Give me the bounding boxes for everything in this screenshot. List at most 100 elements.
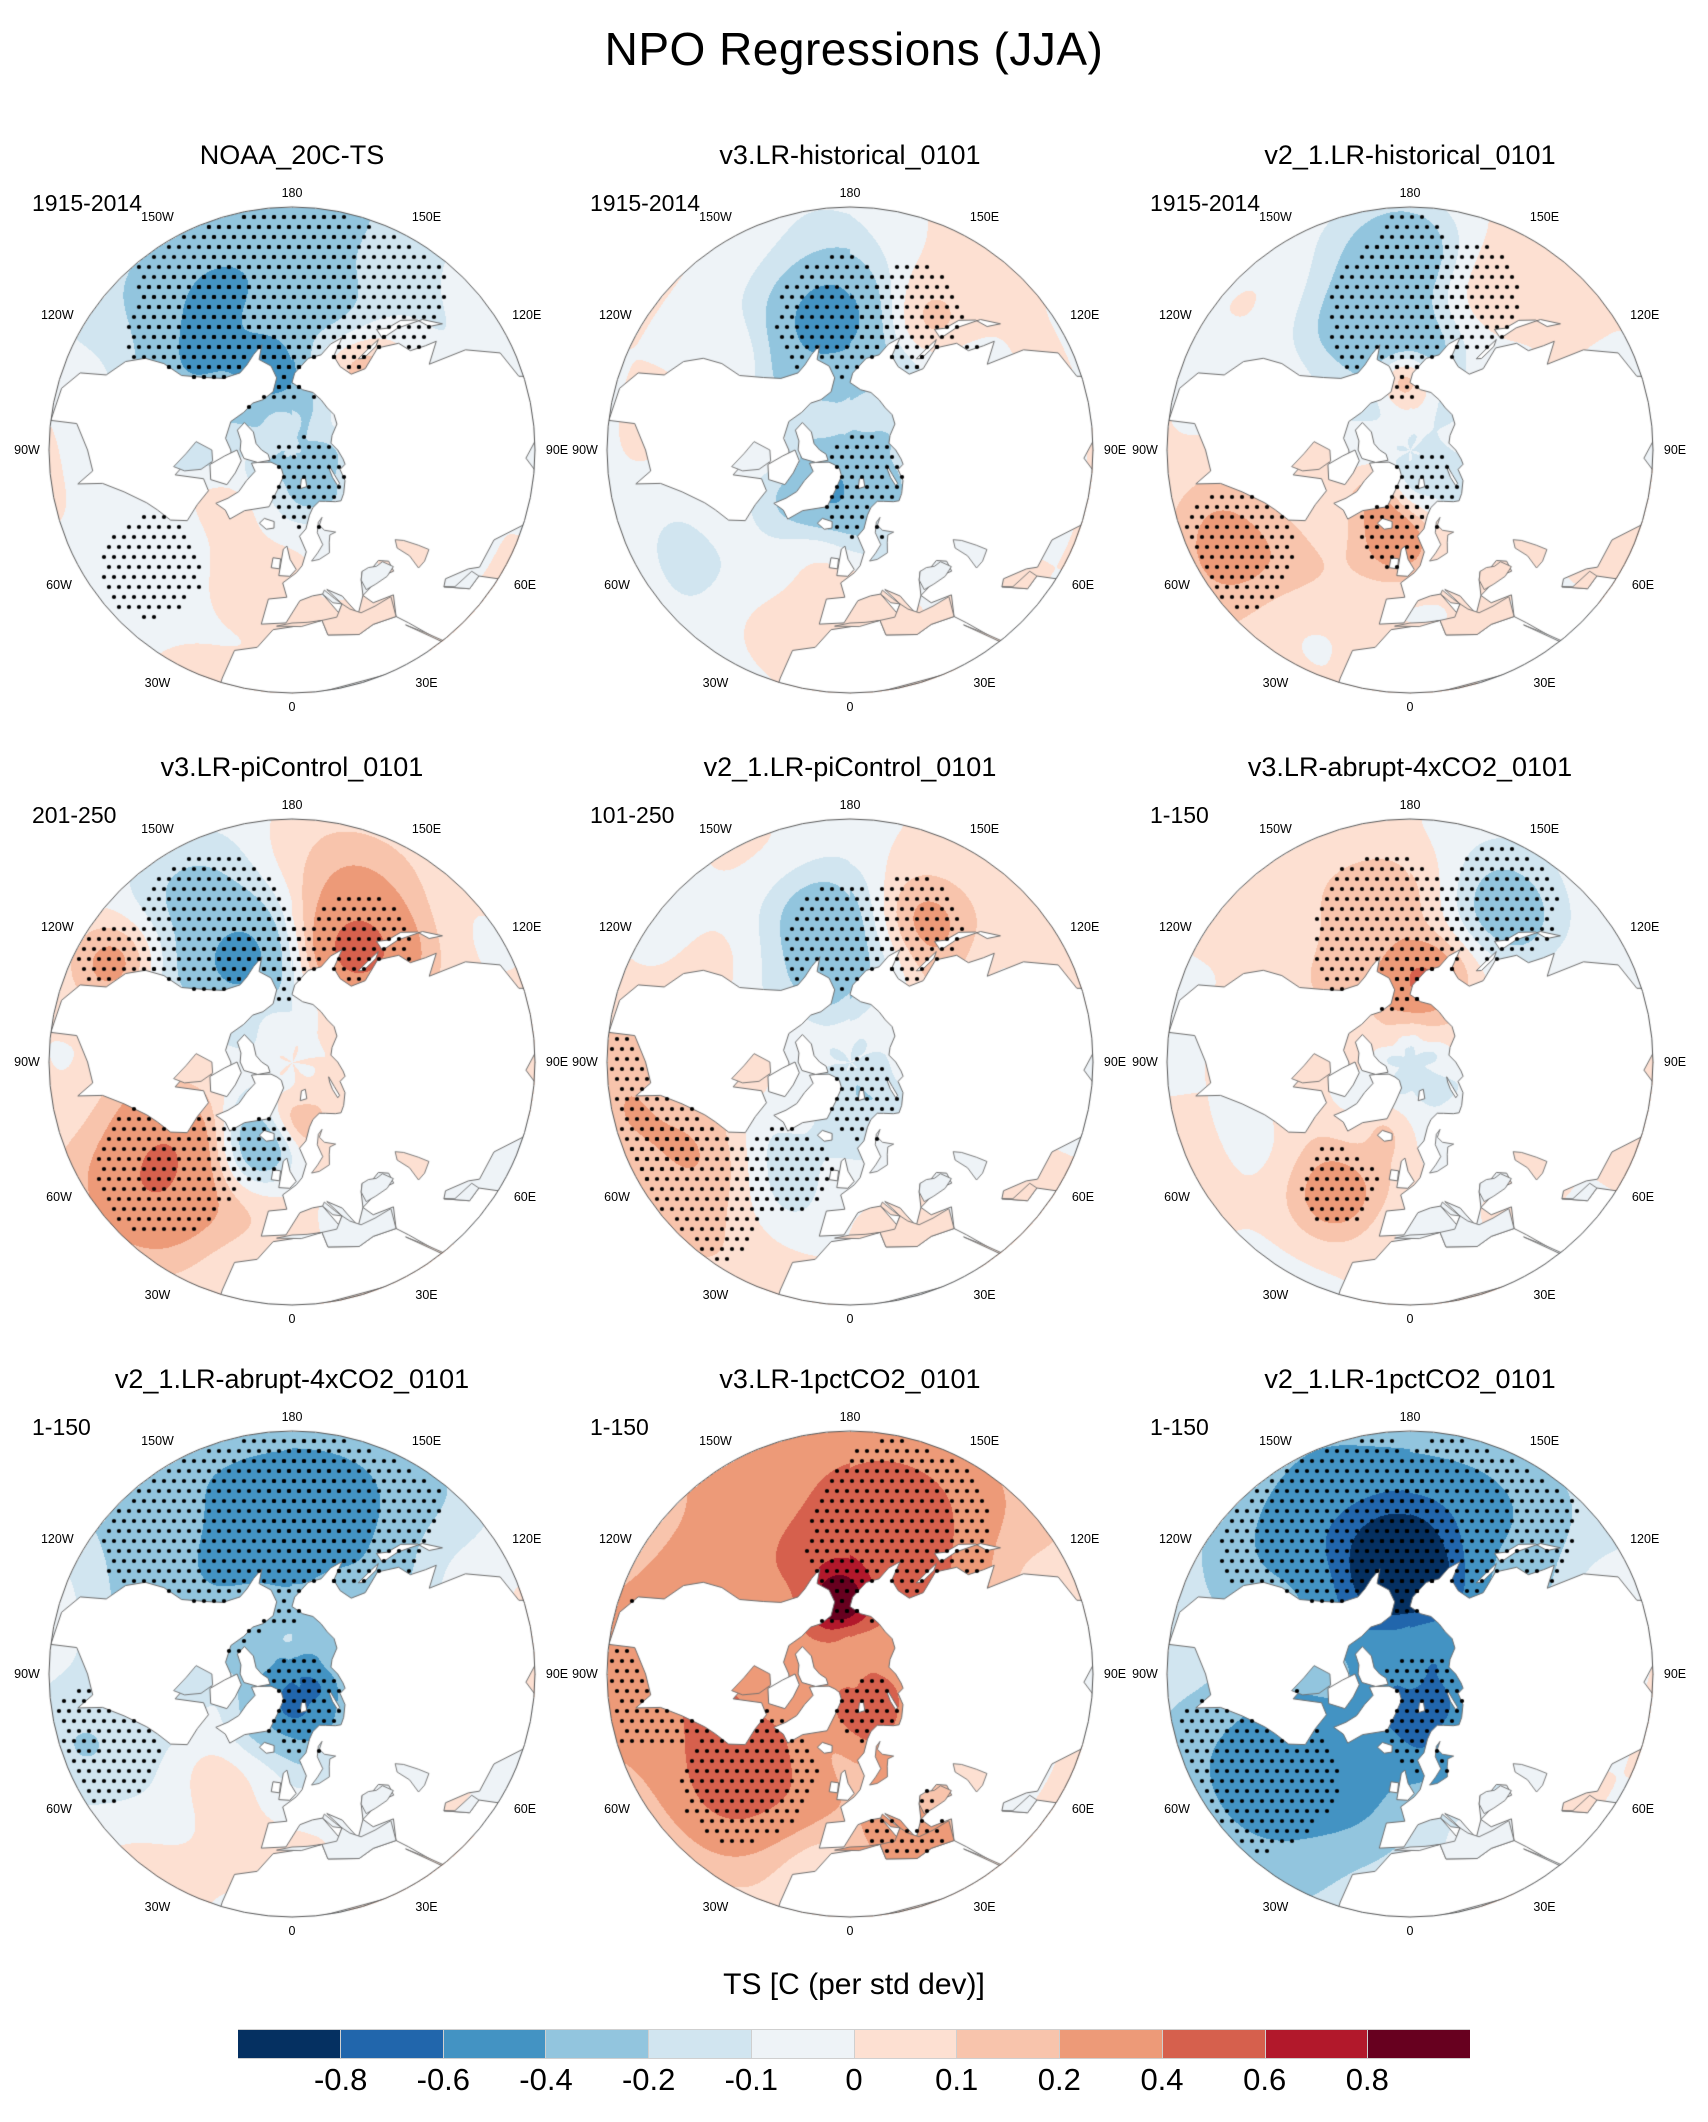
longitude-label: 90W bbox=[572, 1667, 598, 1681]
longitude-label: 120W bbox=[1158, 919, 1192, 934]
longitude-label: 30E bbox=[1533, 1899, 1556, 1914]
longitude-label: 150E bbox=[1529, 822, 1560, 837]
longitude-label: 60W bbox=[46, 1801, 72, 1816]
longitude-label: 150W bbox=[699, 822, 732, 837]
colorbar-box bbox=[1368, 2030, 1470, 2058]
longitude-label: 150E bbox=[411, 210, 442, 225]
longitude-label: 150W bbox=[1259, 210, 1292, 225]
polar-map bbox=[1130, 1404, 1690, 1964]
longitude-label: 60E bbox=[513, 1801, 537, 1816]
longitude-label: 150W bbox=[141, 210, 174, 225]
longitude-label: 0 bbox=[846, 1924, 854, 1938]
longitude-label: 120W bbox=[598, 1531, 632, 1546]
longitude-label: 90E bbox=[1103, 443, 1127, 457]
map-panel: v2_1.LR-piControl_0101 101-250 180 150W 150E… bbox=[570, 752, 1130, 1352]
longitude-label: 90E bbox=[1103, 1667, 1127, 1681]
panel-title: NOAA_20C-TS bbox=[199, 140, 385, 170]
map-panel: v3.LR-abrupt-4xCO2_0101 1-150 180 150W 150E 1… bbox=[1130, 752, 1690, 1352]
colorbar-box bbox=[443, 2030, 547, 2058]
longitude-label: 120W bbox=[40, 1531, 74, 1546]
longitude-label: 90E bbox=[545, 1055, 569, 1069]
longitude-label: 150E bbox=[969, 822, 1000, 837]
panel-period: 1915-2014 bbox=[1150, 190, 1260, 216]
colorbar-box bbox=[340, 2030, 444, 2058]
panel-title: v2_1.LR-piControl_0101 bbox=[703, 752, 997, 782]
longitude-label: 150E bbox=[969, 210, 1000, 225]
main-title: NPO Regressions (JJA) bbox=[604, 23, 1104, 75]
longitude-label: 120E bbox=[512, 307, 542, 322]
longitude-label: 120E bbox=[1070, 307, 1100, 322]
colorbar-box bbox=[1265, 2030, 1369, 2058]
longitude-label: 120E bbox=[1070, 1531, 1100, 1546]
longitude-label: 120E bbox=[512, 1531, 542, 1546]
panel-title: v2_1.LR-historical_0101 bbox=[1264, 140, 1556, 170]
panel-period: 201-250 bbox=[32, 802, 117, 828]
colorbar-tick-label: -0.1 bbox=[724, 2062, 779, 2097]
longitude-label: 120W bbox=[598, 919, 632, 934]
panel-period: 1915-2014 bbox=[32, 190, 142, 216]
colorbar-tick-label: 0 bbox=[845, 2062, 863, 2097]
panel-title: v3.LR-abrupt-4xCO2_0101 bbox=[1247, 752, 1573, 782]
polar-map bbox=[1130, 180, 1690, 740]
longitude-label: 180 bbox=[839, 798, 861, 812]
panel-title: v3.LR-historical_0101 bbox=[719, 140, 981, 170]
longitude-label: 0 bbox=[288, 1312, 296, 1326]
longitude-label: 60W bbox=[604, 1189, 630, 1204]
longitude-label: 120W bbox=[1158, 1531, 1192, 1546]
longitude-label: 0 bbox=[288, 700, 296, 714]
longitude-label: 150W bbox=[699, 1434, 732, 1449]
longitude-label: 60W bbox=[604, 577, 630, 592]
colorbar bbox=[238, 2029, 1470, 2059]
longitude-label: 150W bbox=[141, 822, 174, 837]
longitude-label: 60W bbox=[46, 577, 72, 592]
colorbar-box bbox=[751, 2030, 855, 2058]
longitude-label: 60E bbox=[1631, 1189, 1655, 1204]
longitude-label: 60W bbox=[604, 1801, 630, 1816]
longitude-label: 30W bbox=[144, 675, 171, 690]
longitude-label: 120E bbox=[1630, 919, 1660, 934]
colorbar-box bbox=[957, 2030, 1060, 2058]
panel-period: 1-150 bbox=[32, 1414, 91, 1440]
longitude-label: 120W bbox=[40, 307, 74, 322]
colorbar-box bbox=[238, 2030, 341, 2058]
longitude-label: 30E bbox=[973, 1287, 996, 1302]
longitude-label: 90E bbox=[1103, 1055, 1127, 1069]
longitude-label: 0 bbox=[1406, 1312, 1414, 1326]
longitude-label: 60E bbox=[1071, 577, 1095, 592]
longitude-label: 30E bbox=[1533, 1287, 1556, 1302]
longitude-label: 0 bbox=[1406, 700, 1414, 714]
colorbar-tick-label: -0.4 bbox=[519, 2062, 573, 2097]
colorbar-box bbox=[1162, 2030, 1266, 2058]
colorbar-tick-label: -0.6 bbox=[416, 2062, 471, 2097]
map-panel: v3.LR-1pctCO2_0101 1-150 180 150W 150E 120W 12… bbox=[570, 1364, 1130, 1964]
panel-title: v3.LR-1pctCO2_0101 bbox=[719, 1364, 981, 1394]
longitude-label: 120W bbox=[1158, 307, 1192, 322]
longitude-label: 180 bbox=[281, 186, 303, 200]
longitude-label: 60E bbox=[1071, 1801, 1095, 1816]
colorbar-tick-label: -0.2 bbox=[621, 2062, 676, 2097]
longitude-label: 180 bbox=[839, 186, 861, 200]
longitude-label: 30W bbox=[1262, 675, 1289, 690]
panel-title: v3.LR-piControl_0101 bbox=[160, 752, 424, 782]
panel-period: 1-150 bbox=[1150, 802, 1209, 828]
panel-period: 101-250 bbox=[590, 802, 675, 828]
longitude-label: 30E bbox=[415, 675, 438, 690]
longitude-label: 150W bbox=[141, 1434, 174, 1449]
map-panel: v2_1.LR-1pctCO2_0101 1-150 180 150W 150E 120W… bbox=[1130, 1364, 1690, 1964]
polar-map bbox=[570, 180, 1130, 740]
longitude-label: 180 bbox=[1399, 186, 1421, 200]
longitude-label: 60E bbox=[513, 577, 537, 592]
colorbar-box bbox=[649, 2030, 752, 2058]
longitude-label: 30W bbox=[144, 1899, 171, 1914]
longitude-label: 150W bbox=[1259, 822, 1292, 837]
map-panel: v3.LR-historical_0101 1915-2014 180 150W 150… bbox=[570, 140, 1130, 740]
longitude-label: 60E bbox=[513, 1189, 537, 1204]
colorbar-tick-label: 0.1 bbox=[935, 2062, 979, 2097]
longitude-label: 120W bbox=[598, 307, 632, 322]
map-panel: NOAA_20C-TS 1915-2014 180 150W 150E 120W 120E 9… bbox=[12, 140, 572, 740]
polar-map bbox=[570, 792, 1130, 1352]
longitude-label: 30W bbox=[1262, 1899, 1289, 1914]
longitude-label: 90W bbox=[14, 1667, 40, 1681]
polar-map bbox=[12, 180, 572, 740]
panel-title: v2_1.LR-1pctCO2_0101 bbox=[1264, 1364, 1556, 1394]
